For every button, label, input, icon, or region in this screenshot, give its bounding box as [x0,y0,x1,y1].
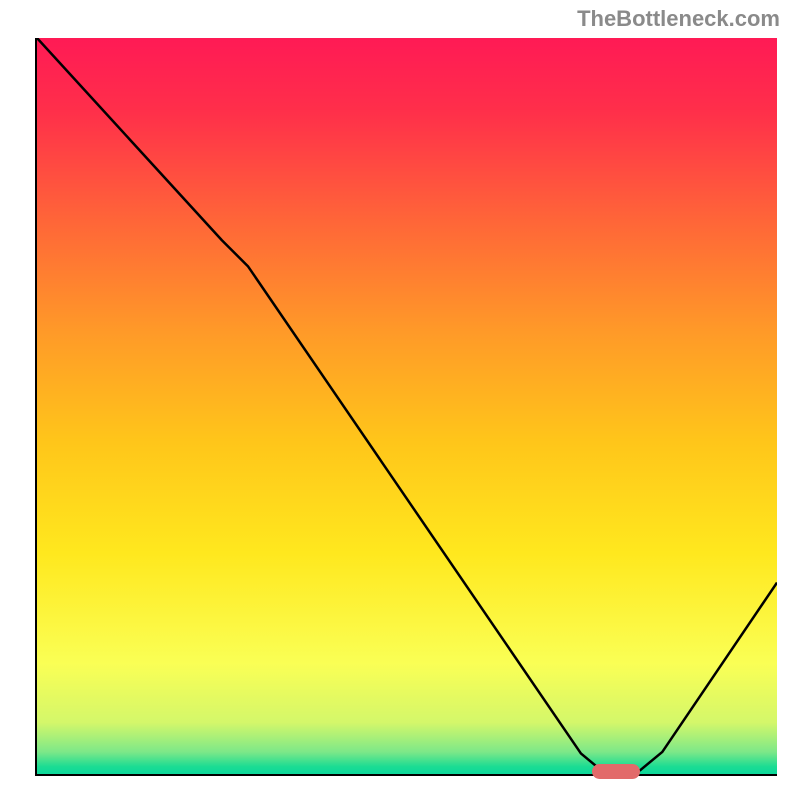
watermark-text: TheBottleneck.com [577,6,780,32]
plot-background-gradient [37,38,777,774]
optimal-marker [592,764,640,779]
